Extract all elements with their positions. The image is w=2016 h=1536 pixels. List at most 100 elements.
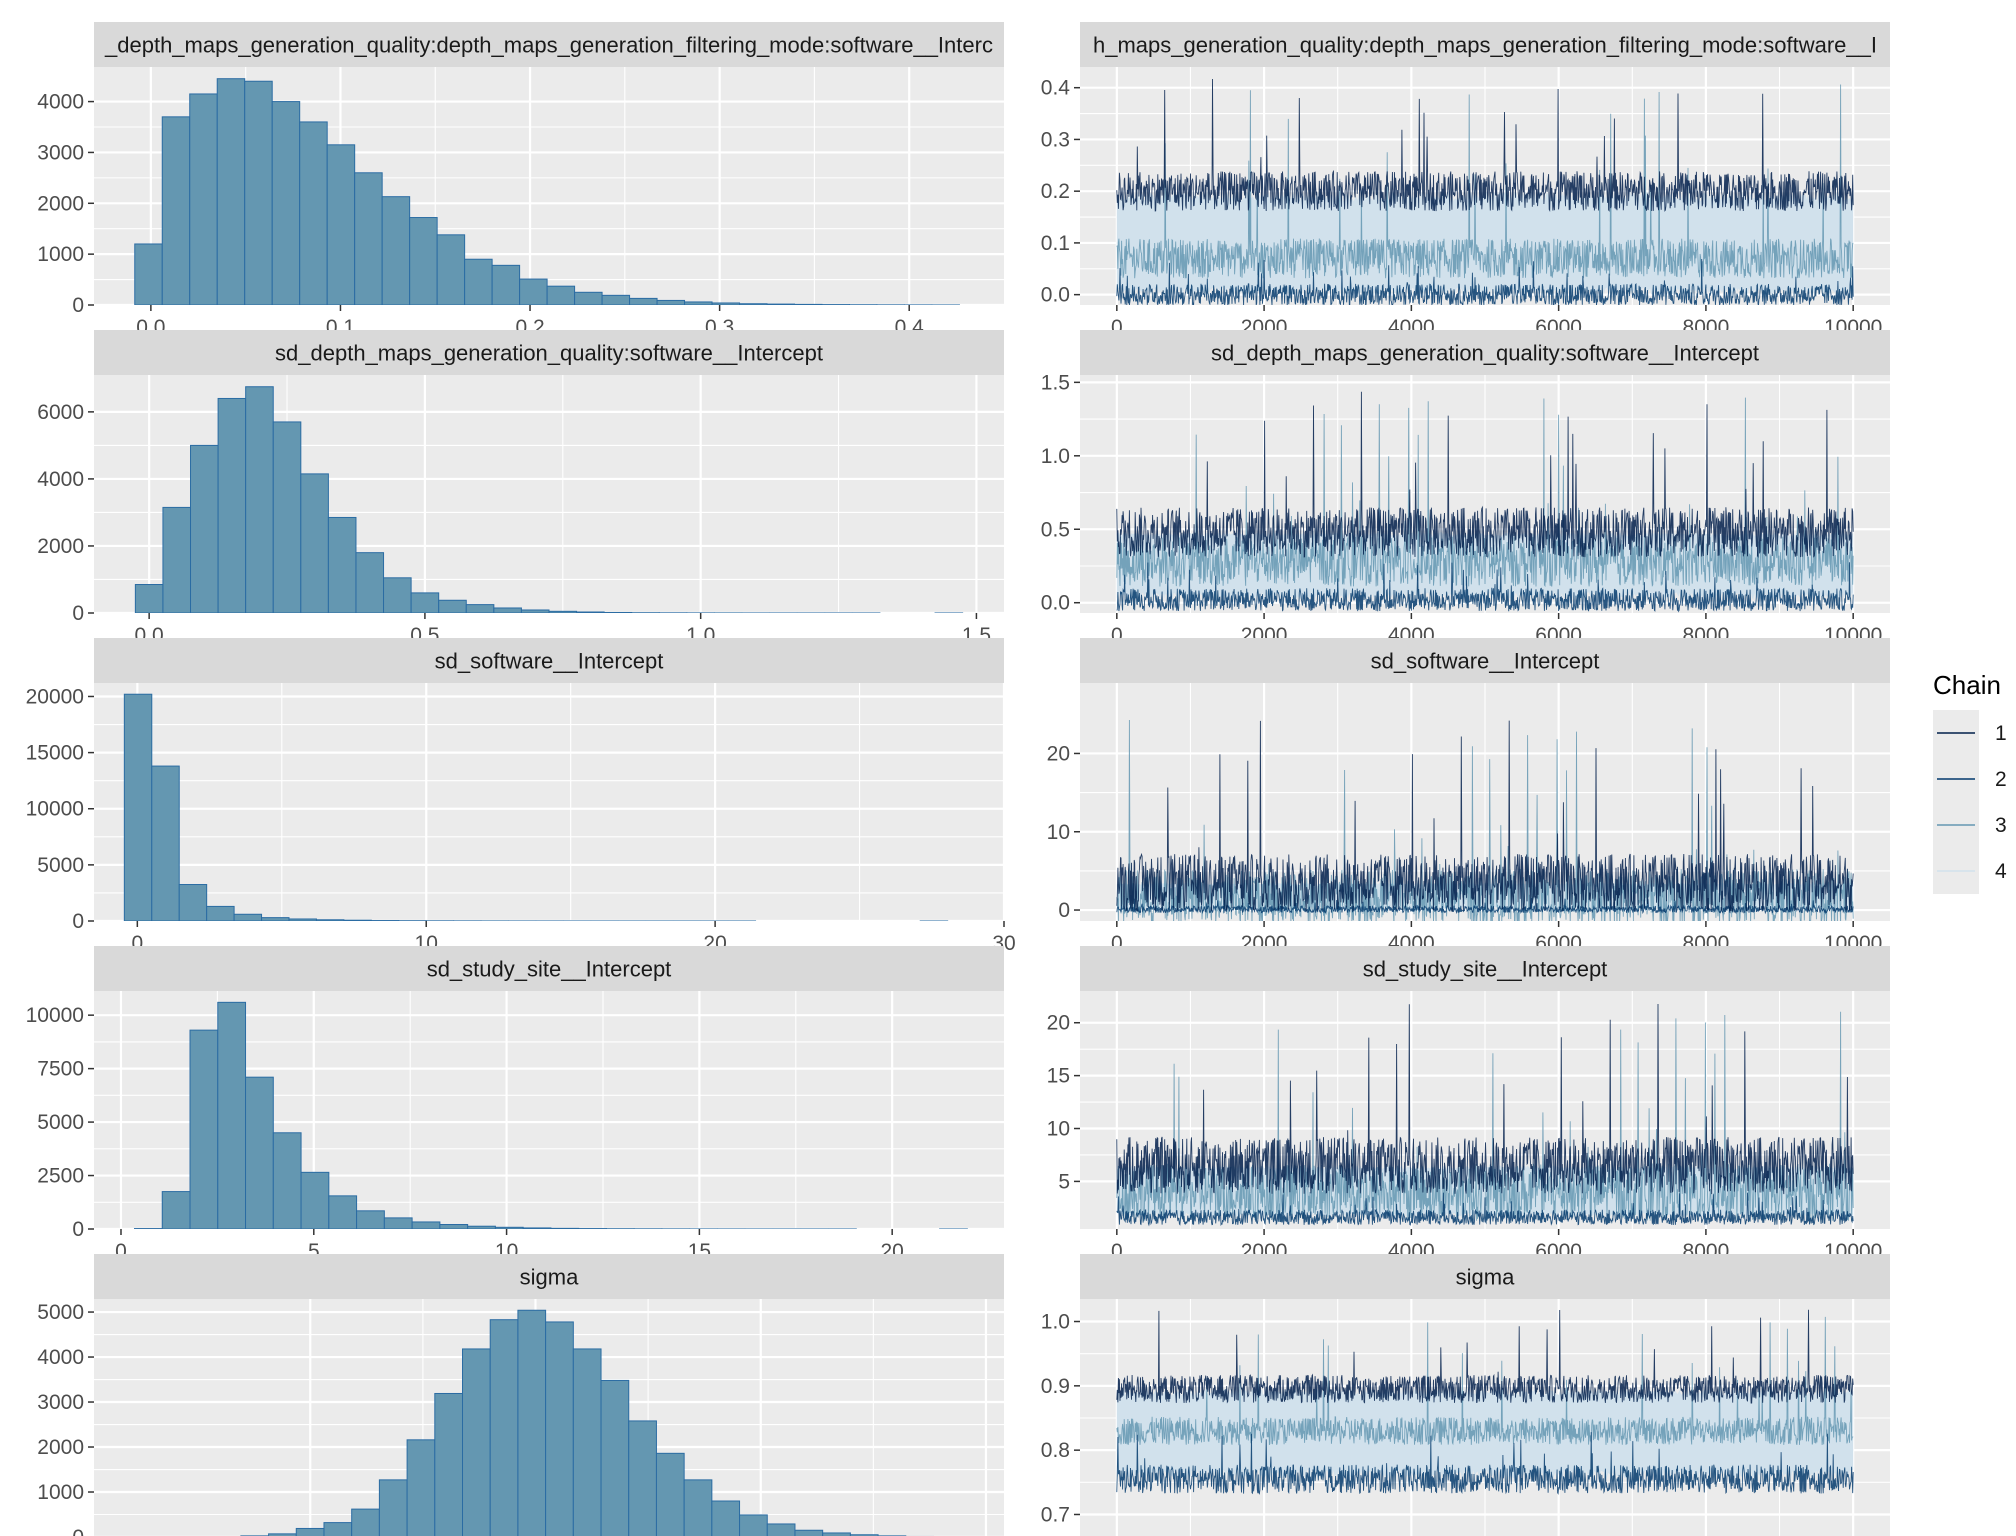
histogram-5-bar [794,1529,824,1536]
trace-2-y-tick-label-1-0: 1.0 [1041,445,1070,468]
histogram-3-bar [178,884,208,921]
histogram-3-bar [233,913,263,921]
histogram-4-y-tick-label-0: 0 [72,1218,84,1241]
legend-label-4: 4 [1995,860,2007,883]
trace-2-data [1116,391,1854,613]
histogram-5-strip-label: sigma [520,1265,579,1290]
histogram-2-bar [493,607,522,613]
histogram-2-y-tick-label-6000: 6000 [37,401,84,424]
histogram-3-y-tick-label-15000: 15000 [26,742,84,765]
trace-3-strip-label: sd_software__Intercept [1371,649,1600,674]
trace-4-data [1116,1003,1854,1227]
histogram-1-bar [354,172,383,305]
legend-label-2: 2 [1995,768,2007,791]
trace-1-strip-label: h_maps_generation_quality:depth_maps_gen… [1093,33,1877,58]
trace-4-chain-3-line [1116,1011,1854,1222]
histogram-4-y-tick-label-7500: 7500 [37,1058,84,1081]
trace-3-y-tick-label-0: 0 [1058,899,1070,922]
trace-2-strip-label: sd_depth_maps_generation_quality:softwar… [1211,341,1759,366]
histogram-5-bar [323,1522,353,1536]
histogram-1-bar [629,297,658,305]
trace-5-data [1116,1309,1854,1495]
legend-key-background [1933,710,1979,894]
histogram-2-bar [438,599,467,613]
histogram-2-bar [162,506,192,613]
histogram-1-bar [244,80,273,305]
histogram-4-bar [467,1225,496,1229]
trace-1-chain-2-line [1116,258,1854,305]
histogram-2-bar [217,397,247,613]
histogram-1-bar [299,121,328,305]
histogram-5-bar [655,1452,685,1536]
histogram-1-bar [381,196,411,305]
trace-2-y-tick-label-0-5: 0.5 [1041,518,1070,541]
histogram-4-bar [383,1217,413,1229]
histogram-2-bar [327,516,357,613]
histogram-5-bar [683,1479,713,1536]
trace-2-chain-2-line [1116,562,1854,613]
trace-2-y-tick-label-0-0: 0.0 [1041,592,1070,615]
histogram-1-bar [271,101,301,305]
trace-1-panel: h_maps_generation_quality:depth_maps_gen… [1041,22,1890,339]
trace-5-y-tick-label-0-7: 0.7 [1041,1503,1070,1526]
histogram-3-bar [315,919,345,921]
histogram-5-panel: sigma0.750.850.951.050100020003000400050… [37,1254,1004,1536]
trace-3-data [1116,719,1854,921]
legend-label-3: 3 [1995,814,2007,837]
histogram-4-x-tick-label-0: 0 [115,1240,127,1263]
histogram-1-bar [134,243,163,305]
facet-panels: _depth_maps_generation_quality:depth_map… [26,22,1890,1536]
histogram-5-y-tick-label-3000: 3000 [37,1391,84,1414]
histogram-2-bar [355,552,385,613]
histogram-2-bar [383,577,412,613]
trace-2-chain-3-line [1116,397,1854,588]
histogram-1-y-tick-label-2000: 2000 [37,192,84,215]
histogram-3-bar [343,919,372,921]
histogram-2-y-tick-label-0: 0 [72,602,84,625]
histogram-4-strip-label: sd_study_site__Intercept [427,957,672,982]
histogram-4-bar [161,1191,191,1229]
legend-label-1: 1 [1995,722,2007,745]
trace-3-chain-1-line [1116,720,1854,912]
histogram-4-bar [522,1227,552,1229]
histogram-2-bar [190,444,219,613]
histogram-3-bar [288,918,317,921]
histogram-4-bar [189,1029,219,1229]
histogram-1-data [134,78,960,305]
histogram-5-data [240,1309,934,1536]
histogram-1-bar [491,264,521,305]
histogram-2-bar [465,604,495,613]
histogram-3-y-tick-label-5000: 5000 [37,854,84,877]
histogram-2-bar [576,611,605,613]
trace-4-x-tick-label-0: 0 [1111,1240,1123,1263]
histogram-5-bar [572,1348,602,1536]
legend-title: Chain [1933,670,2001,700]
trace-2-chain-1-line [1116,391,1854,558]
histogram-5-bar [739,1514,768,1536]
histogram-1-bar [711,302,741,305]
chain-legend: Chain 1 2 3 4 [1933,670,2007,894]
histogram-1-bar [519,278,548,305]
histogram-5-bar [351,1508,380,1536]
histogram-1-bar [766,303,796,305]
legend-entry-4: 4 [1937,860,2007,883]
trace-5-chain-2-line [1116,1432,1854,1495]
histogram-5-bar [600,1379,630,1536]
histogram-3-plot-background [94,683,1004,921]
histogram-1-bar [546,285,576,305]
histogram-1-y-tick-label-0: 0 [72,294,84,317]
histogram-3-bar [151,765,180,921]
legend-entry-2: 2 [1937,768,2007,791]
histogram-5-bar [489,1319,519,1536]
trace-1-chain-3-line [1116,84,1854,279]
histogram-2-data [134,386,964,613]
histogram-4-bar [217,1001,247,1229]
histogram-5-bar [295,1527,325,1536]
histogram-1-bar [409,217,438,305]
histogram-2-bar [410,592,440,613]
histogram-1-y-tick-label-1000: 1000 [37,243,84,266]
